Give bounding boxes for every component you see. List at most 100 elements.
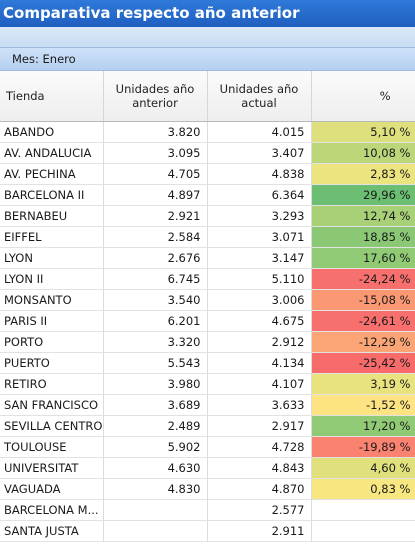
cell-unidades-anterior: 3.689 [103,394,208,416]
column-header-tienda[interactable]: Tienda [0,71,104,122]
comparison-table: Tienda Unidades año anterior Unidades añ… [0,71,415,542]
cell-percent [311,499,415,521]
cell-unidades-anterior: 4.897 [103,184,208,206]
cell-percent: 2,83 % [311,163,415,185]
table-row[interactable]: SAN FRANCISCO 3.689 3.633 -1,52 % [0,394,415,416]
header-row: Tienda Unidades año anterior Unidades añ… [0,71,415,122]
filter-bar[interactable]: Mes: Enero [0,47,415,71]
cell-percent: -19,89 % [311,436,415,458]
comparison-grid: Tienda Unidades año anterior Unidades añ… [0,71,415,552]
table-row[interactable]: BERNABEU 2.921 3.293 12,74 % [0,205,415,227]
table-row[interactable]: PUERTO 5.543 4.134 -25,42 % [0,352,415,374]
cell-unidades-actual: 4.015 [207,121,312,143]
cell-unidades-actual: 3.633 [207,394,312,416]
cell-tienda: RETIRO [0,373,104,395]
column-header-unidades-anterior[interactable]: Unidades año anterior [103,71,208,122]
cell-unidades-anterior [103,520,208,542]
cell-tienda: SEVILLA CENTRO [0,415,104,437]
cell-percent: 17,60 % [311,247,415,269]
cell-percent: 3,19 % [311,373,415,395]
cell-unidades-anterior: 5.902 [103,436,208,458]
cell-tienda: EIFFEL [0,226,104,248]
cell-unidades-actual: 2.912 [207,331,312,353]
table-row[interactable]: EIFFEL 2.584 3.071 18,85 % [0,226,415,248]
cell-tienda: TOULOUSE [0,436,104,458]
cell-unidades-anterior: 2.676 [103,247,208,269]
table-row[interactable]: PARIS II 6.201 4.675 -24,61 % [0,310,415,332]
table-row[interactable]: AV. ANDALUCIA 3.095 3.407 10,08 % [0,142,415,164]
cell-percent [311,520,415,542]
cell-percent: -1,52 % [311,394,415,416]
table-row[interactable]: BARCELONA M... 2.577 [0,499,415,521]
cell-tienda: AV. PECHINA [0,163,104,185]
cell-tienda: MONSANTO [0,289,104,311]
cell-unidades-anterior: 3.980 [103,373,208,395]
column-header-percent[interactable]: % [311,71,415,122]
cell-tienda: PARIS II [0,310,104,332]
table-row[interactable]: AV. PECHINA 4.705 4.838 2,83 % [0,163,415,185]
cell-tienda: BARCELONA II [0,184,104,206]
table-row[interactable]: RETIRO 3.980 4.107 3,19 % [0,373,415,395]
cell-percent: 5,10 % [311,121,415,143]
table-row[interactable]: MONSANTO 3.540 3.006 -15,08 % [0,289,415,311]
cell-unidades-anterior: 4.630 [103,457,208,479]
table-row[interactable]: TOULOUSE 5.902 4.728 -19,89 % [0,436,415,458]
table-row[interactable]: ABANDO 3.820 4.015 5,10 % [0,121,415,143]
cell-percent: 4,60 % [311,457,415,479]
cell-unidades-anterior: 2.584 [103,226,208,248]
table-row[interactable]: PORTO 3.320 2.912 -12,29 % [0,331,415,353]
cell-tienda: BARCELONA M... [0,499,104,521]
cell-percent: 0,83 % [311,478,415,500]
cell-percent: -15,08 % [311,289,415,311]
cell-percent: -24,61 % [311,310,415,332]
cell-unidades-anterior: 3.095 [103,142,208,164]
cell-unidades-actual: 5.110 [207,268,312,290]
cell-percent: -25,42 % [311,352,415,374]
cell-unidades-actual: 2.911 [207,520,312,542]
cell-unidades-actual: 4.870 [207,478,312,500]
cell-unidades-actual: 3.006 [207,289,312,311]
cell-tienda: SAN FRANCISCO [0,394,104,416]
cell-unidades-actual: 3.147 [207,247,312,269]
cell-unidades-actual: 4.843 [207,457,312,479]
cell-tienda: UNIVERSITAT [0,457,104,479]
cell-unidades-actual: 2.917 [207,415,312,437]
cell-unidades-anterior: 6.201 [103,310,208,332]
cell-tienda: LYON [0,247,104,269]
table-row[interactable]: SANTA JUSTA 2.911 [0,520,415,542]
toolbar-band [0,27,415,47]
cell-percent: -12,29 % [311,331,415,353]
cell-unidades-anterior: 2.489 [103,415,208,437]
cell-unidades-actual: 4.134 [207,352,312,374]
cell-unidades-anterior: 6.745 [103,268,208,290]
cell-unidades-actual: 2.577 [207,499,312,521]
cell-percent: 12,74 % [311,205,415,227]
cell-tienda: VAGUADA [0,478,104,500]
cell-unidades-anterior: 4.830 [103,478,208,500]
cell-tienda: BERNABEU [0,205,104,227]
cell-unidades-anterior: 4.705 [103,163,208,185]
table-row[interactable]: LYON II 6.745 5.110 -24,24 % [0,268,415,290]
cell-tienda: PUERTO [0,352,104,374]
cell-unidades-anterior: 5.543 [103,352,208,374]
table-row[interactable]: LYON 2.676 3.147 17,60 % [0,247,415,269]
cell-tienda: PORTO [0,331,104,353]
cell-percent: 17,20 % [311,415,415,437]
table-row[interactable]: UNIVERSITAT 4.630 4.843 4,60 % [0,457,415,479]
cell-tienda: AV. ANDALUCIA [0,142,104,164]
cell-percent: 29,96 % [311,184,415,206]
window-title: Comparativa respecto año anterior [0,0,415,27]
cell-tienda: SANTA JUSTA [0,520,104,542]
cell-percent: 18,85 % [311,226,415,248]
cell-unidades-actual: 4.838 [207,163,312,185]
cell-percent: 10,08 % [311,142,415,164]
cell-unidades-actual: 6.364 [207,184,312,206]
table-row[interactable]: BARCELONA II 4.897 6.364 29,96 % [0,184,415,206]
cell-unidades-anterior: 3.540 [103,289,208,311]
cell-unidades-actual: 3.071 [207,226,312,248]
table-row[interactable]: SEVILLA CENTRO 2.489 2.917 17,20 % [0,415,415,437]
cell-unidades-actual: 3.293 [207,205,312,227]
cell-tienda: ABANDO [0,121,104,143]
column-header-unidades-actual[interactable]: Unidades año actual [207,71,312,122]
table-row[interactable]: VAGUADA 4.830 4.870 0,83 % [0,478,415,500]
